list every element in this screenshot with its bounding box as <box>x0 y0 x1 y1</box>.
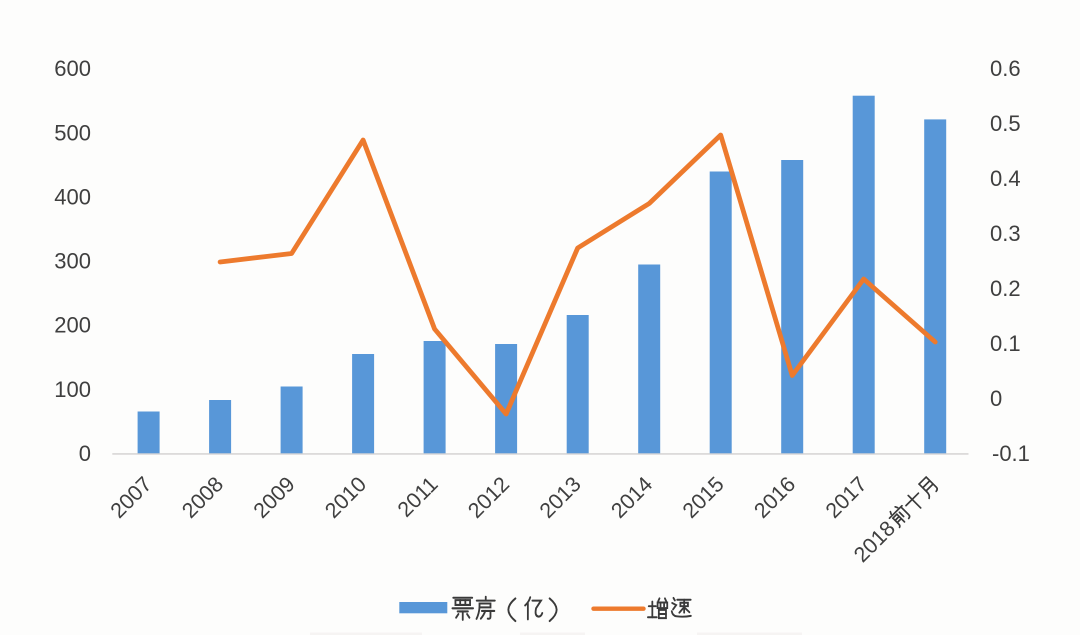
svg-text:0.2: 0.2 <box>990 276 1021 301</box>
svg-text:400: 400 <box>54 184 91 209</box>
svg-text:600: 600 <box>54 56 91 81</box>
svg-text:2007: 2007 <box>106 472 157 523</box>
svg-text:0.4: 0.4 <box>990 166 1021 191</box>
svg-text:2009: 2009 <box>249 472 300 523</box>
svg-text:0.5: 0.5 <box>990 111 1021 136</box>
svg-text:0: 0 <box>990 386 1002 411</box>
svg-text:0.1: 0.1 <box>990 331 1021 356</box>
svg-text:2015: 2015 <box>678 472 729 523</box>
svg-text:2017: 2017 <box>821 472 872 523</box>
svg-text:2018: 2018 <box>849 516 900 567</box>
svg-text:300: 300 <box>54 249 91 274</box>
svg-text:100: 100 <box>54 377 91 402</box>
svg-text:2016: 2016 <box>749 472 800 523</box>
svg-text:2012: 2012 <box>463 472 514 523</box>
svg-text:2010: 2010 <box>320 472 371 523</box>
svg-text:2008: 2008 <box>177 472 228 523</box>
svg-text:2014: 2014 <box>606 472 657 523</box>
svg-text:200: 200 <box>54 313 91 338</box>
svg-text:2013: 2013 <box>535 472 586 523</box>
svg-text:2011: 2011 <box>393 472 443 522</box>
svg-text:-0.1: -0.1 <box>992 441 1030 466</box>
svg-text:500: 500 <box>54 120 91 145</box>
svg-text:0.3: 0.3 <box>990 221 1021 246</box>
svg-text:0: 0 <box>79 441 91 466</box>
svg-text:0.6: 0.6 <box>990 56 1021 81</box>
